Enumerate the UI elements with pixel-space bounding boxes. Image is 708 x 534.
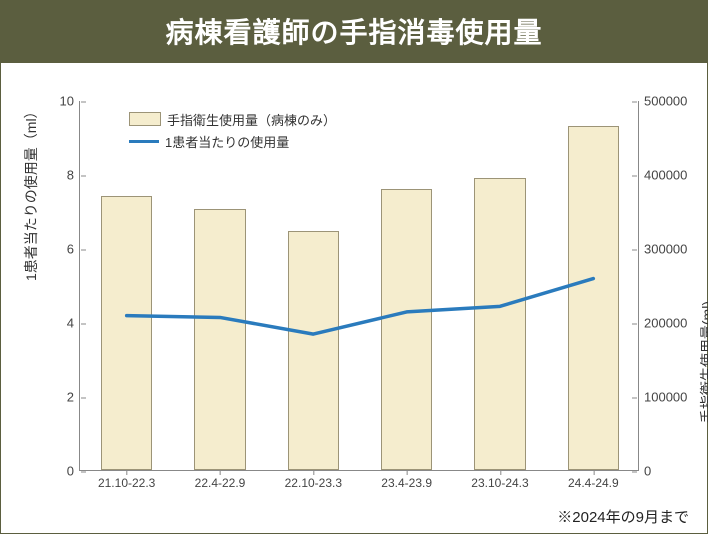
y2-tick: 100000 <box>638 390 687 405</box>
y1-tick: 2 <box>67 390 80 405</box>
x-tick: 24.4-24.9 <box>568 470 619 490</box>
y1-tick: 10 <box>60 94 80 109</box>
legend-line-label: 1患者当たりの使用量 <box>165 132 289 151</box>
legend-bar-swatch <box>129 112 161 126</box>
chart-frame: 病棟看護師の手指消毒使用量 1患者当たりの使用量（ml） 手指衛生使用量(ml)… <box>0 0 708 534</box>
legend-line-swatch <box>129 140 159 143</box>
x-tick: 23.10-24.3 <box>471 470 528 490</box>
y2-tick: 200000 <box>638 316 687 331</box>
x-tick: 21.10-22.3 <box>98 470 155 490</box>
page-title: 病棟看護師の手指消毒使用量 <box>1 1 707 63</box>
y2-tick: 300000 <box>638 242 687 257</box>
chart-area: 0246810010000020000030000040000050000021… <box>79 101 639 471</box>
bar <box>381 189 432 470</box>
plot-region: 0246810010000020000030000040000050000021… <box>79 101 639 471</box>
bar <box>101 196 152 470</box>
y1-tick: 6 <box>67 242 80 257</box>
legend-line-row: 1患者当たりの使用量 <box>129 131 336 151</box>
x-tick: 23.4-23.9 <box>381 470 432 490</box>
y2-tick: 400000 <box>638 168 687 183</box>
y2-tick: 500000 <box>638 94 687 109</box>
legend-bar-row: 手指衛生使用量（病棟のみ） <box>129 109 336 129</box>
y2-tick: 0 <box>638 464 651 479</box>
bar <box>474 178 525 470</box>
line-series <box>80 101 640 471</box>
y-axis-left-label: 1患者当たりの使用量（ml） <box>21 104 41 281</box>
bar <box>288 231 339 470</box>
x-tick: 22.10-23.3 <box>285 470 342 490</box>
y-axis-right-label: 手指衛生使用量(ml) <box>697 301 708 423</box>
footnote: ※2024年の9月まで <box>557 506 689 527</box>
bar <box>194 209 245 470</box>
bar <box>568 126 619 470</box>
legend: 手指衛生使用量（病棟のみ） 1患者当たりの使用量 <box>129 109 336 153</box>
y1-tick: 4 <box>67 316 80 331</box>
legend-bar-label: 手指衛生使用量（病棟のみ） <box>167 110 336 129</box>
y1-tick: 8 <box>67 168 80 183</box>
x-tick: 22.4-22.9 <box>195 470 246 490</box>
y1-tick: 0 <box>67 464 80 479</box>
